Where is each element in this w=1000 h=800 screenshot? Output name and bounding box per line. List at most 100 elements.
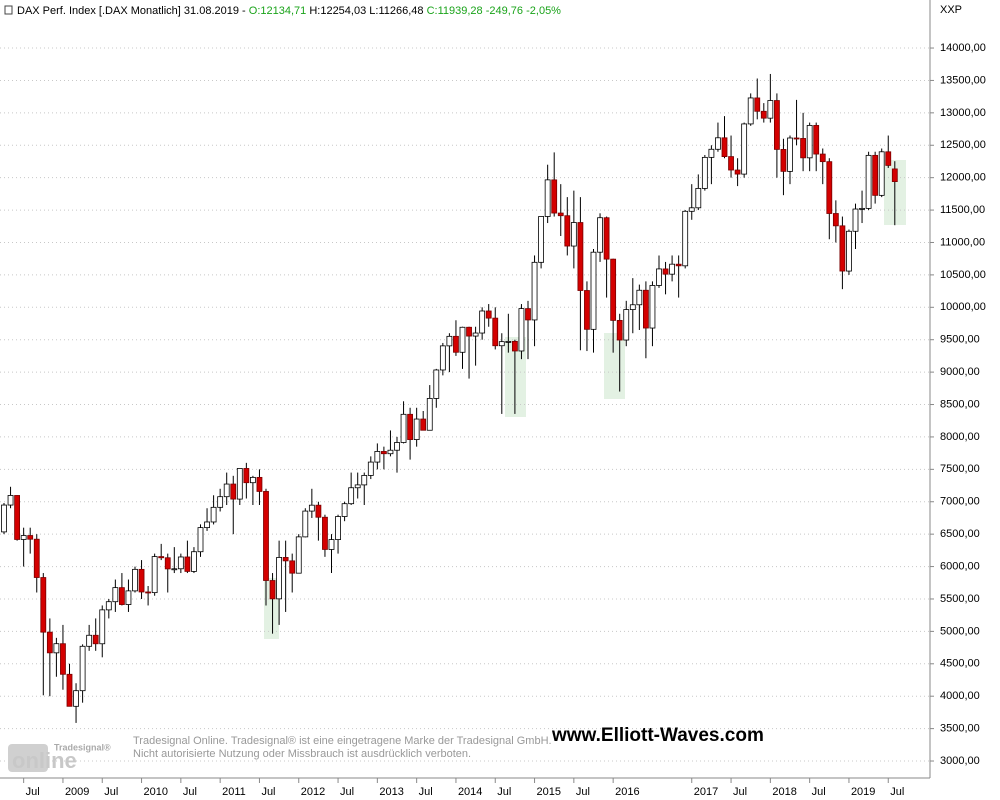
watermark-text: Nicht autorisierte Nutzung oder Missbrau…: [133, 748, 471, 760]
x-tick-label: Jul: [733, 786, 747, 798]
candle-body: [112, 587, 119, 603]
y-tick-label: 7500,00: [940, 463, 980, 475]
x-tick-label: Jul: [497, 786, 511, 798]
candle-body: [708, 148, 715, 158]
candle-body: [505, 340, 512, 343]
candle-body: [551, 179, 558, 214]
candle-body: [459, 326, 466, 353]
y-tick-label: 4500,00: [940, 658, 980, 670]
candle-body: [177, 556, 184, 570]
candle-body: [852, 208, 859, 232]
website-label: www.Elliott-Waves.com: [551, 725, 764, 746]
x-tick-label: 2009: [65, 786, 89, 798]
candle-body: [603, 217, 610, 260]
candle-body: [341, 503, 348, 517]
candle-body: [616, 319, 623, 341]
header-open: O:12134,71: [249, 5, 307, 17]
candle-body: [597, 217, 603, 253]
candle-body: [217, 496, 224, 508]
y-tick-label: 11000,00: [940, 236, 985, 248]
x-tick-label: Jul: [419, 786, 433, 798]
candle-body: [407, 413, 414, 440]
candle-body: [872, 154, 879, 196]
candle-body: [322, 516, 328, 550]
y-tick-label: 3500,00: [940, 723, 980, 735]
y-tick-label: 8500,00: [940, 398, 980, 410]
candle-body: [158, 556, 165, 559]
candle-body: [302, 510, 309, 538]
candle-body: [289, 560, 296, 574]
candle-body: [590, 251, 597, 330]
x-tick-label: 2018: [772, 786, 796, 798]
candle-body: [498, 341, 505, 347]
x-tick-label: 2014: [458, 786, 482, 798]
x-tick-label: Jul: [812, 786, 826, 798]
candle-body: [793, 137, 800, 140]
x-tick-label: 2015: [537, 786, 561, 798]
candle-body: [819, 153, 826, 163]
candle-body: [420, 418, 427, 431]
y-tick-label: 12000,00: [940, 172, 986, 184]
candle-body: [512, 340, 518, 352]
candle-body: [60, 643, 66, 675]
candle-body: [236, 468, 243, 500]
candle-body: [138, 568, 145, 593]
candle-body: [79, 645, 86, 692]
y-tick-label: 14000,00: [940, 42, 986, 54]
header-change: -249,76: [486, 5, 523, 17]
y-tick-label: 9500,00: [940, 334, 980, 346]
y-tick-label: 12500,00: [940, 139, 986, 151]
candle-body: [891, 168, 898, 182]
chart-icon: [4, 5, 13, 15]
candle-body: [14, 495, 21, 540]
logo-box: [8, 744, 48, 772]
candle-body: [846, 230, 852, 272]
y-tick-label: 4000,00: [940, 690, 980, 702]
candle-body: [754, 97, 761, 112]
candle-body: [813, 125, 820, 155]
y-axis-label: XXP: [940, 4, 962, 16]
candle-body: [400, 413, 407, 443]
candle-body: [780, 149, 787, 172]
x-tick-label: Jul: [183, 786, 197, 798]
x-tick-label: 2016: [615, 786, 639, 798]
candle-body: [73, 690, 79, 707]
candle-body: [105, 601, 112, 611]
candle-body: [263, 491, 269, 581]
candle-body: [426, 398, 433, 431]
candle-body: [531, 261, 538, 321]
header-change-pct: -2,05%: [526, 5, 561, 17]
candle-body: [243, 468, 250, 484]
chart-date: 31.08.2019 -: [184, 5, 246, 17]
candle-body: [859, 207, 865, 210]
candle-body: [256, 476, 263, 492]
y-tick-label: 5500,00: [940, 593, 980, 605]
candle-body: [132, 568, 138, 592]
x-tick-label: Jul: [26, 786, 40, 798]
y-tick-label: 7000,00: [940, 496, 980, 508]
candle-body: [767, 100, 774, 119]
x-tick-label: 2013: [379, 786, 403, 798]
x-tick-label: Jul: [576, 786, 590, 798]
candle-body: [204, 521, 210, 529]
candle-body: [610, 258, 617, 321]
logo-text: online: [12, 748, 77, 773]
candle-body: [485, 310, 492, 319]
candle-body: [466, 326, 472, 337]
candle-body: [682, 210, 689, 267]
candle-body: [728, 156, 734, 171]
candle-body: [695, 188, 702, 209]
candle-body: [361, 475, 368, 486]
y-tick-label: 10500,00: [940, 269, 986, 281]
candle-body: [145, 591, 152, 594]
candle-body: [878, 151, 885, 196]
x-tick-label: 2017: [694, 786, 718, 798]
x-tick-label: 2012: [301, 786, 325, 798]
candle-body: [656, 268, 662, 286]
y-tick-label: 3000,00: [940, 755, 980, 767]
candle-body: [636, 289, 643, 306]
x-tick-label: 2011: [222, 786, 246, 798]
candle-body: [688, 207, 695, 212]
